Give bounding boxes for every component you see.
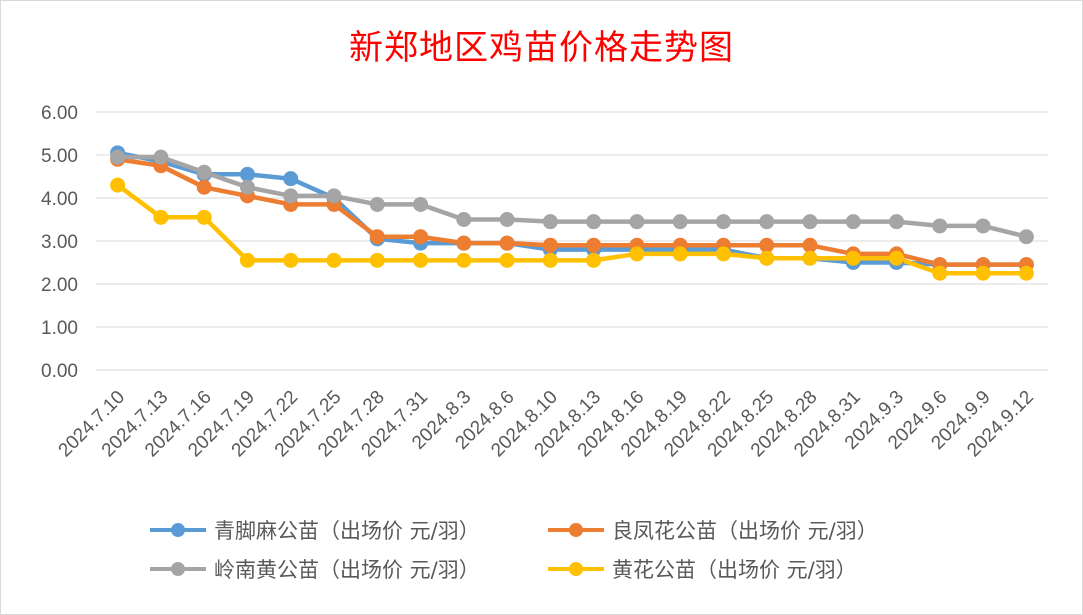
- series-3-point-12: [629, 246, 645, 262]
- y-tick-label-2: 2.00: [41, 275, 78, 296]
- series-2-point-21: [1018, 229, 1034, 245]
- legend-label-1: 良凤花公苗（出场价 元/羽）: [612, 519, 878, 543]
- series-2-point-18: [889, 214, 905, 230]
- series-3-point-14: [715, 246, 731, 262]
- y-tick-label-6: 6.00: [41, 103, 78, 124]
- y-tick-label-4: 4.00: [41, 189, 78, 210]
- series-line-0: [115, 150, 1029, 267]
- series-3-point-20: [975, 265, 991, 281]
- series-3-point-21: [1018, 265, 1034, 281]
- series-3-point-7: [413, 252, 429, 268]
- series-3-point-0: [110, 177, 126, 193]
- legend-marker-2: [171, 562, 185, 576]
- legend-marker-1: [569, 523, 583, 537]
- legend-swatch-0: [150, 515, 206, 545]
- series-2-point-12: [629, 214, 645, 230]
- series-1-point-10: [542, 237, 558, 253]
- series-2-point-15: [759, 214, 775, 230]
- series-2-point-10: [542, 214, 558, 230]
- series-1-point-7: [413, 229, 429, 245]
- series-3-point-2: [196, 209, 212, 225]
- series-2-point-4: [283, 188, 299, 204]
- series-1-point-15: [759, 237, 775, 253]
- series-2-point-13: [672, 214, 688, 230]
- series-3-point-9: [499, 252, 515, 268]
- series-3-point-16: [802, 250, 818, 266]
- series-3-point-6: [369, 252, 385, 268]
- chart-plot: 0.001.002.003.004.005.006.002024.7.10202…: [41, 103, 1048, 461]
- legend-item-1[interactable]: 良凤花公苗（出场价 元/羽）: [548, 515, 878, 545]
- series-2-point-8: [456, 212, 472, 227]
- y-tick-label-1: 1.00: [41, 318, 78, 339]
- y-tick-label-0: 0.00: [41, 361, 78, 382]
- series-line-2: [115, 154, 1029, 239]
- legend-swatch-3: [548, 554, 604, 584]
- series-0-point-4: [283, 171, 299, 187]
- y-tick-label-3: 3.00: [41, 232, 78, 253]
- series-3-point-8: [456, 252, 472, 268]
- series-2-point-20: [975, 218, 991, 234]
- series-0-point-3: [239, 166, 255, 182]
- legend-marker-0: [171, 523, 185, 537]
- series-3-point-11: [586, 252, 602, 268]
- legend-label-0: 青脚麻公苗（出场价 元/羽）: [214, 519, 480, 543]
- series-2-point-3: [239, 179, 255, 195]
- series-1-point-6: [369, 229, 385, 245]
- legend-swatch-1: [548, 515, 604, 545]
- legend-marker-3: [569, 562, 583, 576]
- series-2-point-16: [802, 214, 818, 230]
- series-3-point-19: [932, 265, 948, 281]
- series-3-point-18: [889, 250, 905, 266]
- series-3-point-5: [326, 252, 342, 268]
- series-2-point-14: [715, 214, 731, 230]
- series-3-point-17: [845, 250, 861, 266]
- series-1-point-2: [196, 179, 212, 195]
- series-2-point-6: [369, 196, 385, 212]
- series-2-point-9: [499, 212, 515, 227]
- series-2-point-17: [845, 214, 861, 230]
- series-2-point-11: [586, 214, 602, 230]
- series-3-point-1: [153, 209, 169, 225]
- y-tick-label-5: 5.00: [41, 146, 78, 167]
- series-2-point-19: [932, 218, 948, 234]
- series-2-point-7: [413, 196, 429, 212]
- series-2-point-2: [196, 164, 212, 180]
- series-line-3: [115, 182, 1029, 276]
- series-2-point-5: [326, 188, 342, 204]
- series-3-point-3: [239, 252, 255, 268]
- series-3-point-15: [759, 250, 775, 266]
- legend-label-2: 岭南黄公苗（出场价 元/羽）: [214, 558, 480, 582]
- legend-item-0[interactable]: 青脚麻公苗（出场价 元/羽）: [150, 515, 480, 545]
- series-line-1: [115, 157, 1029, 267]
- series-3-point-4: [283, 252, 299, 268]
- series-1-point-11: [586, 237, 602, 253]
- series-3-point-10: [542, 252, 558, 268]
- legend-swatch-2: [150, 554, 206, 584]
- series-1-point-16: [802, 237, 818, 253]
- legend-label-3: 黄花公苗（出场价 元/羽）: [612, 558, 857, 582]
- series-1-point-9: [499, 235, 515, 251]
- series-2-point-0: [110, 149, 126, 165]
- series-1-point-8: [456, 235, 472, 251]
- legend-item-2[interactable]: 岭南黄公苗（出场价 元/羽）: [150, 554, 480, 584]
- legend-item-3[interactable]: 黄花公苗（出场价 元/羽）: [548, 554, 857, 584]
- series-3-point-13: [672, 246, 688, 262]
- series-2-point-1: [153, 149, 169, 165]
- chart-title: 新郑地区鸡苗价格走势图: [349, 28, 734, 68]
